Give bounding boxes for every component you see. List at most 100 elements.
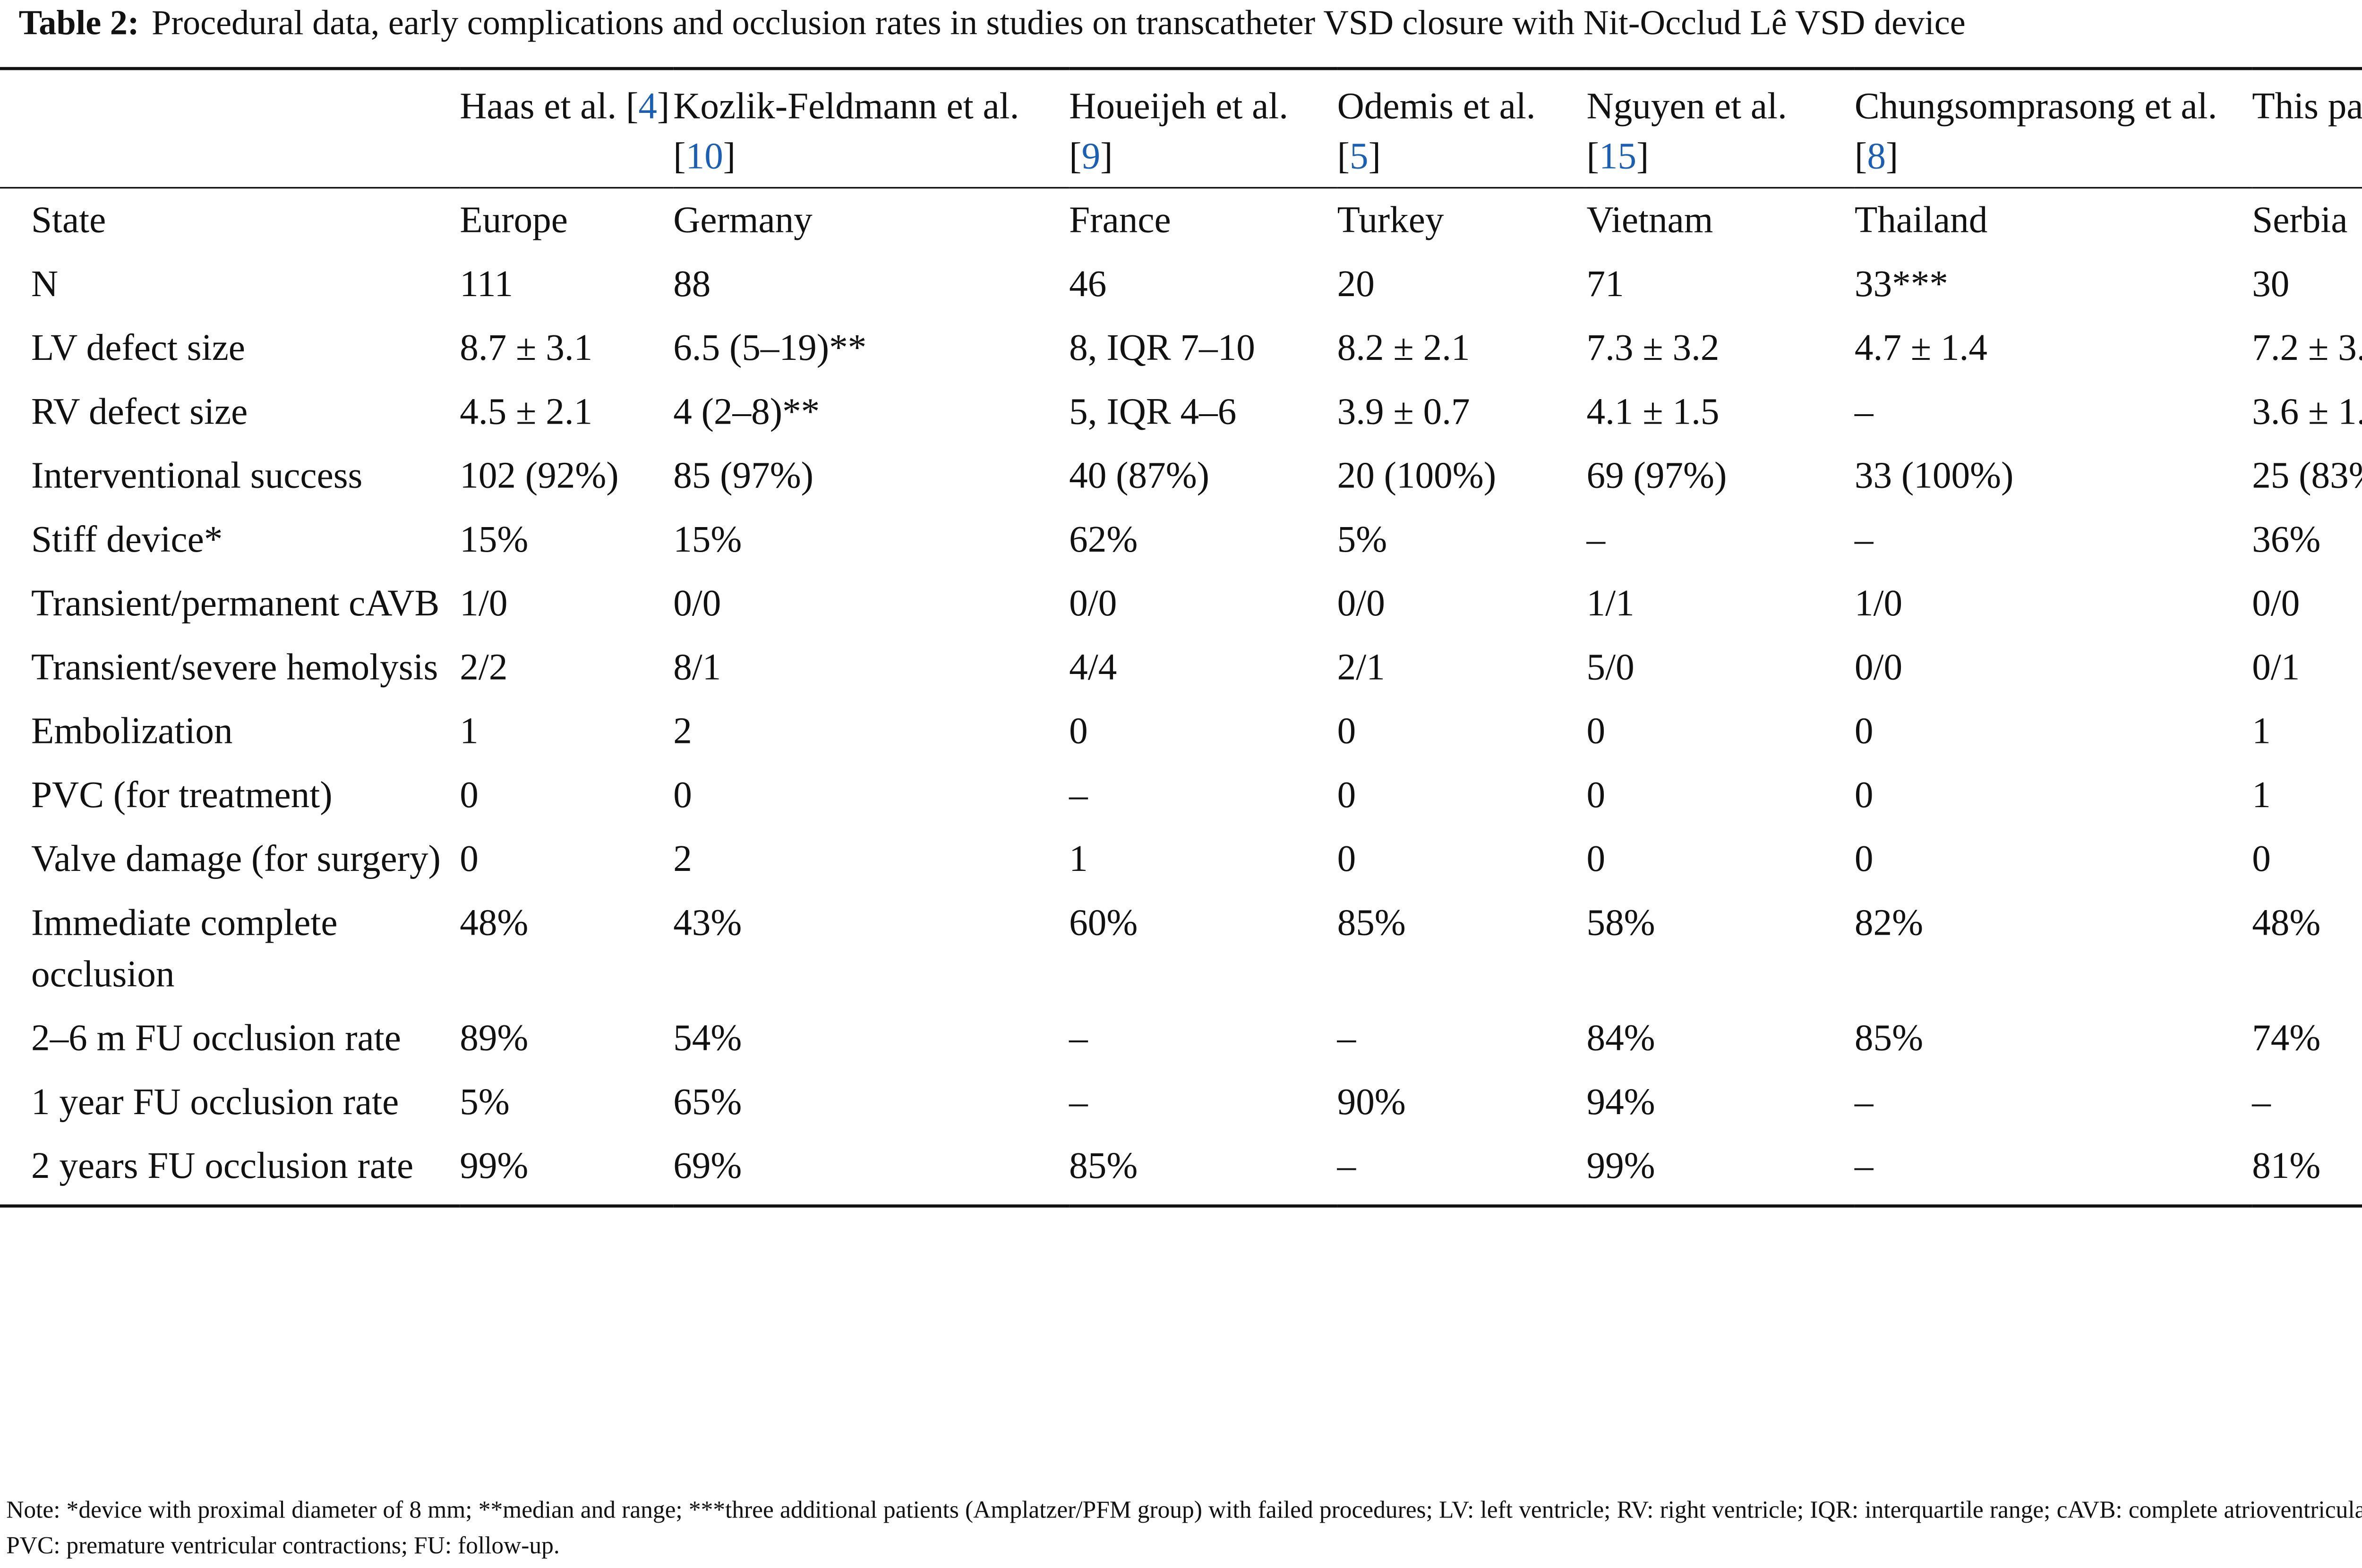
cell: 0 <box>1586 712 1606 753</box>
table-row: PVC (for treatment) 0 0 – 0 0 0 1 <box>0 770 2362 834</box>
column-name: Houeijeh et al. <box>1069 87 1289 128</box>
citation: [15] <box>1586 137 1649 178</box>
table-body: State Europe Germany France Turkey Vietnam Tha… <box>0 188 2362 1206</box>
cell: 1/1 <box>1586 584 1635 625</box>
cell: 1 <box>460 712 479 753</box>
cell: 62% <box>1069 520 1138 561</box>
header-cell <box>0 68 460 187</box>
citation: [8] <box>1854 137 1899 178</box>
cell: 5/0 <box>1586 648 1635 689</box>
cell: 0 <box>1854 712 1874 753</box>
table-row: Interventional success 102 (92%) 85 (97%) 4… <box>0 450 2362 514</box>
header-row: Haas et al. [4] Kozlik-Feldmann et al. [1… <box>0 68 2362 188</box>
cell: 69 (97%) <box>1586 456 1727 497</box>
citation: [10] <box>673 137 736 178</box>
cell: Germany <box>673 201 813 242</box>
cell: – <box>1069 1082 1088 1124</box>
cell: Thailand <box>1854 201 1988 242</box>
cell: – <box>2252 1082 2271 1124</box>
column-name: This paper <box>2252 87 2362 128</box>
cell: 54% <box>673 1019 742 1060</box>
cell: 5% <box>1337 520 1387 561</box>
row-label: 2–6 m FU occlusion rate <box>31 1019 401 1060</box>
cell: 2/1 <box>1337 648 1385 689</box>
table-row: State Europe Germany France Turkey Vietnam Tha… <box>0 188 2362 259</box>
row-label: Interventional success <box>31 456 363 497</box>
column-name: Chungsomprasong et al. <box>1854 87 2217 128</box>
table-row: Stiff device* 15% 15% 62% 5% – – 36% <box>0 514 2362 578</box>
cell: 7.3 ± 3.2 <box>1586 329 1720 369</box>
cell: 8, IQR 7–10 <box>1069 329 1255 369</box>
cell: Turkey <box>1337 201 1444 242</box>
cell: – <box>1337 1019 1356 1060</box>
cell: 0 <box>1586 775 1606 817</box>
cell: 7.2 ± 3.4 <box>2252 329 2362 369</box>
cell: 0 <box>1069 712 1088 753</box>
table-row: Transient/permanent cAVB 1/0 0/0 0/0 0/0 1/1 1… <box>0 578 2362 642</box>
cell: 0 <box>1337 840 1356 880</box>
citation: [9] <box>1069 137 1113 178</box>
cell: – <box>1069 1019 1088 1060</box>
column-name: Odemis et al. <box>1337 87 1536 128</box>
cell: 82% <box>1854 903 1924 945</box>
cell: 0 <box>1337 775 1356 817</box>
table-caption: Procedural data, early complications and… <box>152 3 1966 43</box>
row-label: Transient/permanent cAVB <box>31 584 440 625</box>
table-row: 2 years FU occlusion rate 99% 69% 85% – 99% – 8… <box>0 1141 2362 1206</box>
cell: – <box>1069 775 1088 817</box>
table: Haas et al. [4] Kozlik-Feldmann et al. [1… <box>0 67 2362 1208</box>
cell: – <box>1854 392 1874 434</box>
cell: 84% <box>1586 1019 1655 1060</box>
table-row: Embolization 1 2 0 0 0 0 1 <box>0 706 2362 769</box>
cell: 40 (87%) <box>1069 456 1210 497</box>
cell: 58% <box>1586 903 1655 945</box>
row-label: LV defect size <box>31 329 245 369</box>
table-row: 2–6 m FU occlusion rate 89% 54% – – 84% 85% 74% <box>0 1013 2362 1076</box>
row-label: RV defect size <box>31 392 248 434</box>
header-cell: Odemis et al. [5] <box>1337 68 1587 187</box>
cell: 3.6 ± 1.3 <box>2252 392 2362 434</box>
row-label: N <box>31 264 59 306</box>
citation: [5] <box>1337 137 1381 178</box>
cell: 4.1 ± 1.5 <box>1586 392 1720 434</box>
header-cell: This paper <box>2252 68 2362 187</box>
cell: – <box>1854 520 1874 561</box>
cell: 8/1 <box>673 648 721 689</box>
cell: 2 <box>673 712 692 753</box>
header-cell: Nguyen et al. [15] <box>1586 68 1854 187</box>
cell: 48% <box>460 903 529 945</box>
cell: 25 (83%) <box>2252 456 2362 497</box>
cell: 74% <box>2252 1019 2321 1060</box>
row-label: 1 year FU occlusion rate <box>31 1082 399 1124</box>
cell: 0/1 <box>2252 648 2300 689</box>
cell: 0 <box>2252 840 2271 880</box>
table-row: RV defect size 4.5 ± 2.1 4 (2–8)** 5, IQR 4… <box>0 386 2362 450</box>
cell: 0 <box>1854 775 1874 817</box>
cell: 3.9 ± 0.7 <box>1337 392 1470 434</box>
cell: 8.7 ± 3.1 <box>460 329 593 369</box>
cell: – <box>1854 1082 1874 1124</box>
cell: 85% <box>1069 1147 1138 1187</box>
cell: 89% <box>460 1019 529 1060</box>
column-name: Kozlik-Feldmann et al. <box>673 87 1019 128</box>
cell: 102 (92%) <box>460 456 619 497</box>
cell: 85% <box>1337 903 1406 945</box>
cell: 46 <box>1069 264 1107 306</box>
cell: 0/0 <box>2252 584 2300 625</box>
table-row: LV defect size 8.7 ± 3.1 6.5 (5–19)** 8, IQ… <box>0 323 2362 386</box>
row-label: State <box>31 201 106 242</box>
header-cell: Chungsomprasong et al. [8] <box>1855 68 2252 187</box>
table-row: 1 year FU occlusion rate 5% 65% – 90% 94% – – <box>0 1077 2362 1141</box>
cell: 0 <box>1854 840 1874 880</box>
cell: – <box>1586 520 1606 561</box>
row-label: Transient/severe hemolysis <box>31 648 438 689</box>
cell: 36% <box>2252 520 2321 561</box>
cell: 0/0 <box>1069 584 1117 625</box>
cell: 4.5 ± 2.1 <box>460 392 593 434</box>
cell: 0 <box>460 840 479 880</box>
cell: 81% <box>2252 1147 2321 1187</box>
cell: 85% <box>1854 1019 1924 1060</box>
cell: 99% <box>460 1147 529 1187</box>
cell: 1 <box>2252 775 2271 817</box>
